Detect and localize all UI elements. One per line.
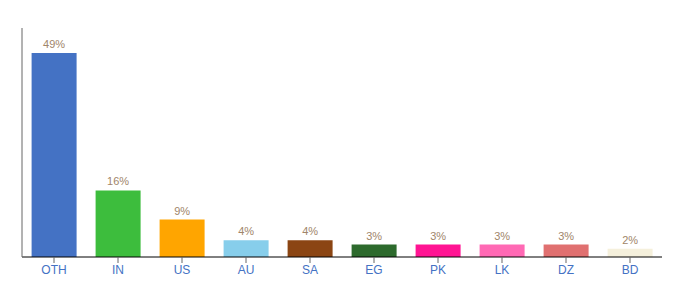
- svg-text:DZ: DZ: [558, 263, 574, 277]
- svg-text:SA: SA: [302, 263, 318, 277]
- svg-text:4%: 4%: [238, 225, 254, 237]
- svg-text:US: US: [174, 263, 191, 277]
- svg-text:9%: 9%: [174, 205, 190, 217]
- svg-text:3%: 3%: [366, 230, 382, 242]
- svg-text:IN: IN: [112, 263, 124, 277]
- svg-text:LK: LK: [495, 263, 510, 277]
- svg-text:PK: PK: [430, 263, 446, 277]
- svg-text:4%: 4%: [302, 225, 318, 237]
- svg-text:3%: 3%: [558, 230, 574, 242]
- svg-text:OTH: OTH: [41, 263, 66, 277]
- svg-text:2%: 2%: [622, 234, 638, 246]
- svg-text:49%: 49%: [43, 38, 65, 50]
- svg-text:3%: 3%: [430, 230, 446, 242]
- svg-text:AU: AU: [238, 263, 255, 277]
- svg-text:BD: BD: [622, 263, 639, 277]
- svg-text:EG: EG: [365, 263, 382, 277]
- svg-text:3%: 3%: [494, 230, 510, 242]
- svg-text:16%: 16%: [107, 175, 129, 187]
